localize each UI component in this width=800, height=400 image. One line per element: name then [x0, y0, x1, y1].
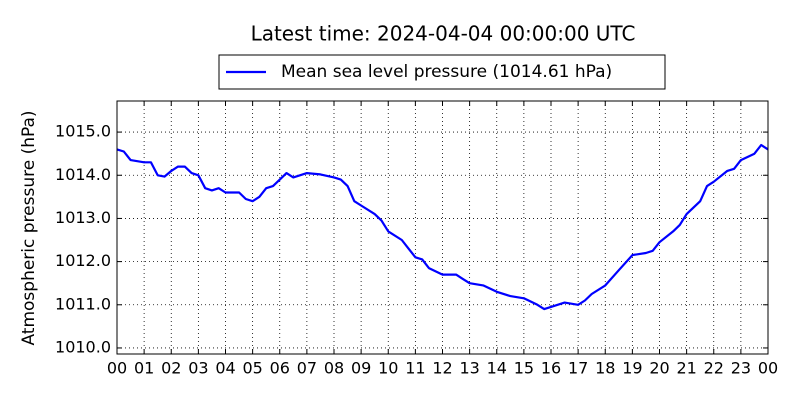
legend-box	[218, 54, 666, 90]
x-tick-label: 03	[188, 359, 208, 378]
y-tick-label: 1011.0	[55, 294, 111, 313]
x-tick-label: 20	[649, 359, 669, 378]
x-tick-label: 17	[568, 359, 588, 378]
x-tick-label: 10	[378, 359, 398, 378]
x-tick-label: 19	[622, 359, 642, 378]
x-tick-label: 22	[704, 359, 724, 378]
x-tick-label: 21	[676, 359, 696, 378]
y-tick-label: 1015.0	[55, 122, 111, 141]
legend-label: Mean sea level pressure (1014.61 hPa)	[281, 62, 612, 82]
x-tick-label: 08	[324, 359, 344, 378]
x-tick-label: 09	[351, 359, 371, 378]
x-tick-label: 07	[297, 359, 317, 378]
x-tick-label: 18	[595, 359, 615, 378]
x-tick-label: 15	[514, 359, 534, 378]
x-tick-label: 13	[459, 359, 479, 378]
x-tick-label: 04	[215, 359, 235, 378]
y-axis-label: Atmospheric pressure (hPa)	[19, 110, 39, 345]
y-tick-label: 1010.0	[55, 337, 111, 356]
x-tick-label: 00	[107, 359, 127, 378]
chart-title: Latest time: 2024-04-04 00:00:00 UTC	[251, 22, 636, 46]
x-tick-label: 23	[731, 359, 751, 378]
y-tick-label: 1013.0	[55, 208, 111, 227]
plot-frame	[116, 100, 769, 355]
x-tick-label: 11	[405, 359, 425, 378]
x-tick-label: 12	[432, 359, 452, 378]
y-tick-label: 1012.0	[55, 251, 111, 270]
x-tick-label: 16	[541, 359, 561, 378]
data-line	[116, 143, 769, 311]
x-tick-label: 01	[134, 359, 154, 378]
x-tick-label: 06	[270, 359, 290, 378]
x-tick-label: 14	[487, 359, 507, 378]
x-tick-label: 02	[161, 359, 181, 378]
x-tick-label: 05	[242, 359, 262, 378]
x-tick-label: 00	[758, 359, 778, 378]
y-tick-label: 1014.0	[55, 165, 111, 184]
